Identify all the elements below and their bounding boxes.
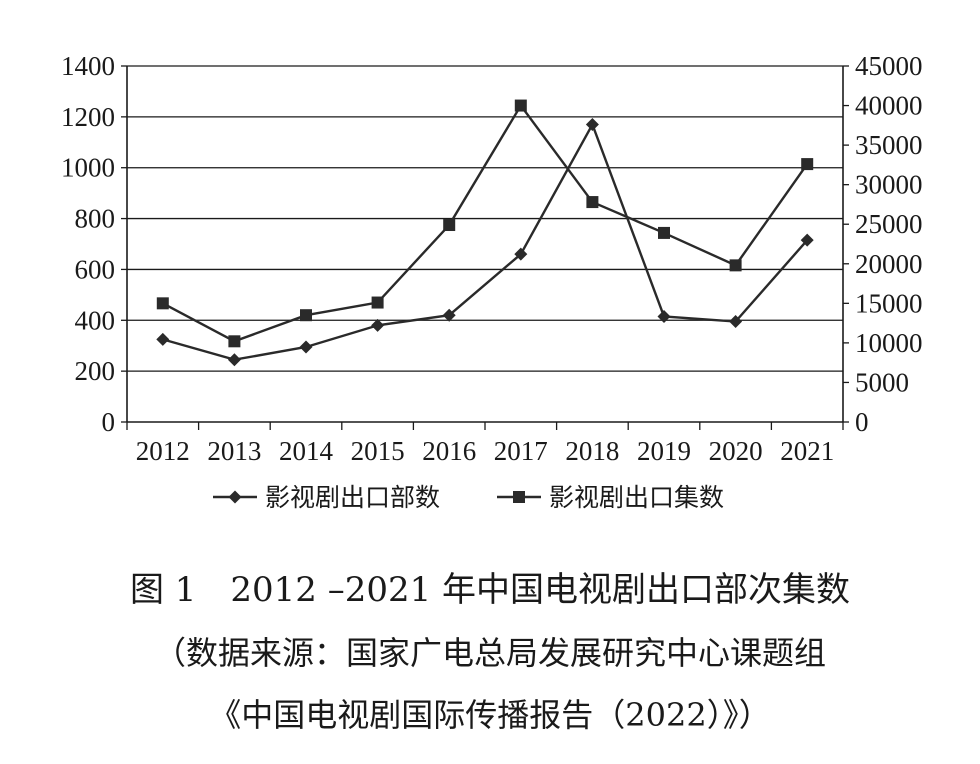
legend-label-2: 影视剧出口集数: [549, 483, 724, 512]
left-axis-tick-label: 1400: [61, 51, 115, 81]
x-axis-tick-label: 2017: [494, 436, 548, 466]
x-axis-tick-label: 2019: [637, 436, 691, 466]
left-axis-tick-label: 600: [75, 254, 116, 284]
left-axis-tick-label: 200: [75, 356, 116, 386]
right-axis-tick-label: 15000: [855, 288, 923, 318]
left-axis-tick-label: 400: [75, 305, 116, 335]
legend-square-marker: [513, 491, 525, 503]
series-2-point: [801, 158, 814, 171]
series-1-point: [514, 247, 528, 261]
x-axis-tick-label: 2013: [207, 436, 261, 466]
series-line-2: [162, 103, 809, 343]
figure-source-line-1: （数据来源：国家广电总局发展研究中心课题组: [153, 634, 826, 672]
chart-area: 0 200 400 600 800 1000 1200 1400 0 5000 10000 15000…: [61, 51, 923, 512]
series-2-point: [371, 296, 384, 309]
series-line-1: [162, 121, 809, 361]
series-1-point: [299, 340, 313, 354]
series-1-point: [729, 315, 743, 329]
series-2-point: [586, 196, 599, 209]
right-axis-tick-label: 40000: [855, 91, 923, 121]
series-1-point: [227, 353, 241, 367]
series-2-point: [658, 226, 670, 239]
series-2-point: [443, 219, 456, 232]
series-1-point: [371, 318, 385, 332]
left-axis-tick-label: 0: [102, 407, 116, 437]
line-chart: 0 200 400 600 800 1000 1200 1400 0 5000 10000 15000…: [61, 51, 923, 512]
series-2-point: [300, 309, 312, 322]
x-axis-tick-label: 2021: [780, 436, 834, 466]
right-axis-tick-label: 25000: [855, 209, 923, 239]
figure-caption-title: 图 1 2012 –2021 年中国电视剧出口部次集数: [129, 570, 851, 610]
legend-label-1: 影视剧出口部数: [265, 483, 440, 512]
right-axis-tick-label: 35000: [855, 130, 923, 160]
x-axis-tick-label: 2012: [136, 436, 190, 466]
series-1-point: [800, 233, 814, 247]
series-1-point: [442, 308, 456, 322]
x-axis-tick-label: 2016: [422, 436, 476, 466]
legend-diamond-marker: [228, 490, 242, 504]
x-axis-tick-label: 2015: [351, 436, 405, 466]
right-axis-tick-label: 45000: [855, 51, 923, 81]
left-axis-tick-label: 1200: [61, 102, 115, 132]
series-1-point: [585, 117, 599, 131]
series-2-point: [228, 335, 241, 348]
left-axis-tick-label: 800: [75, 204, 116, 234]
series-2-point: [156, 297, 169, 310]
left-axis-tick-label: 1000: [61, 153, 115, 183]
right-axis-tick-label: 20000: [855, 249, 923, 279]
x-axis-tick-label: 2014: [279, 436, 334, 466]
right-axis-tick-label: 5000: [855, 367, 909, 397]
right-axis-tick-label: 30000: [855, 170, 923, 200]
x-axis-tick-label: 2020: [709, 436, 763, 466]
series-1-point: [156, 332, 170, 346]
figure-source-line-2: 《中国电视剧国际传播报告（2022）》）: [209, 696, 771, 734]
series-2-point: [514, 99, 527, 112]
right-axis-tick-label: 0: [855, 407, 869, 437]
series-1-point: [657, 309, 671, 323]
x-axis-tick-label: 2018: [565, 436, 619, 466]
right-axis-tick-label: 10000: [855, 328, 923, 358]
series-2-point: [729, 259, 742, 272]
